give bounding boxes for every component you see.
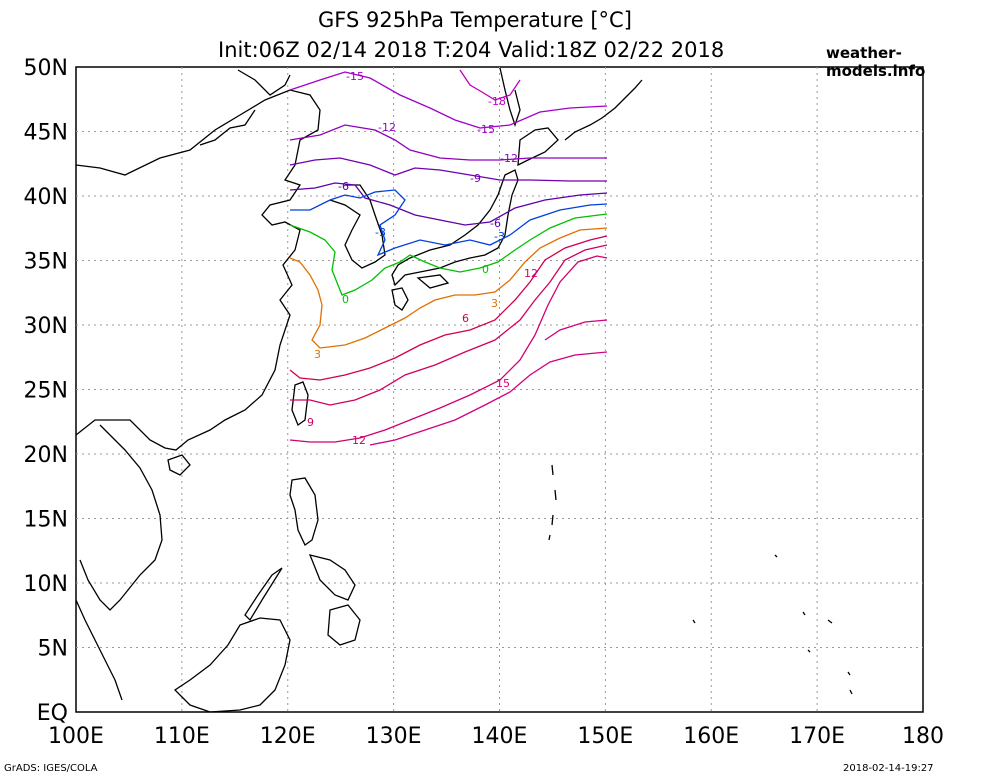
x-tick-label: 180 — [902, 724, 944, 749]
coastline-shikoku — [416, 274, 450, 289]
y-tick-label: 40N — [24, 185, 68, 210]
contour-minus18 — [459, 69, 521, 101]
x-tick-label: 160E — [683, 724, 739, 749]
x-tick-label: 140E — [472, 724, 528, 749]
y-tick-label: 5N — [38, 637, 68, 662]
coastline-visayas — [308, 554, 356, 601]
y-tick-label: 15N — [24, 508, 68, 533]
contour-label-plus9: 9 — [307, 416, 314, 429]
contour-label-minus15: -15 — [346, 70, 364, 83]
x-tick-label: 110E — [154, 724, 210, 749]
contour-minus9 — [289, 157, 607, 182]
y-tick-label: 20N — [24, 443, 68, 468]
contour-label-plus12b: 12 — [524, 267, 538, 280]
coastline-kurils — [564, 79, 643, 141]
contour-zero — [289, 213, 608, 296]
x-tick-label: 150E — [577, 724, 633, 749]
coastline-japan — [391, 169, 519, 287]
contour-label-plus3b: 3 — [491, 297, 498, 310]
y-tick-label: 45N — [24, 121, 68, 146]
contour-label-minus3b: -3 — [494, 230, 505, 243]
y-tick-label: 50N — [24, 56, 68, 81]
contour-label-minus12: -12 — [378, 121, 396, 134]
coastline-manchuria — [199, 69, 291, 146]
contour-label-plus12: 12 — [352, 434, 366, 447]
coastline-pacific-atolls — [692, 554, 853, 695]
contour-label-minus6b: -6 — [490, 217, 501, 230]
contour-plus3 — [289, 227, 608, 349]
contour-plus15 — [369, 319, 608, 446]
x-tick-label: 130E — [366, 724, 422, 749]
x-tick-label: 170E — [789, 724, 845, 749]
contour-label-minus3: -3 — [375, 226, 386, 239]
x-axis-labels: 100E 110E 120E 130E 140E 150E 160E 170E 180 — [48, 724, 944, 749]
contour-minus6 — [289, 182, 608, 226]
coastline-china — [75, 89, 321, 451]
coastline-kyushu — [391, 287, 409, 311]
coastline-borneo — [173, 617, 291, 713]
contour-label-zero: 0 — [342, 293, 349, 306]
chart-subtitle: Init:06Z 02/14 2018 T:204 Valid:18Z 02/2… — [218, 38, 725, 62]
y-tick-label: EQ — [37, 701, 68, 726]
contour-minus12 — [289, 124, 607, 161]
contour-minus15 — [289, 71, 608, 129]
contour-minus3 — [290, 189, 608, 257]
contour-label-plus15: 15 — [496, 377, 510, 390]
contour-plus9 — [290, 244, 608, 406]
contour-label-minus15b: -15 — [477, 123, 495, 136]
y-tick-label: 35N — [24, 250, 68, 275]
y-axis-labels: EQ 5N 10N 15N 20N 25N 30N 35N 40N 45N 50N — [24, 56, 68, 726]
contour-label-minus9: -9 — [470, 172, 481, 185]
contour-plus12 — [289, 255, 608, 443]
temperature-contours — [289, 69, 608, 446]
x-tick-label: 120E — [260, 724, 316, 749]
y-tick-label: 25N — [24, 379, 68, 404]
contour-label-minus12b: -12 — [500, 152, 518, 165]
coastline-mindanao — [327, 604, 361, 646]
contour-label-minus6: -6 — [338, 180, 349, 193]
footer-credit: GrADS: IGES/COLA — [4, 763, 98, 774]
x-tick-label: 100E — [48, 724, 104, 749]
contour-label-plus3: 3 — [314, 348, 321, 361]
coastline-mariana-islands — [548, 464, 557, 541]
coastline-hainan — [167, 454, 191, 476]
coastline-sakhalin — [499, 67, 521, 128]
chart-title: GFS 925hPa Temperature [°C] — [318, 8, 632, 32]
contour-label-minus18: -18 — [488, 95, 506, 108]
coastline-palawan — [244, 567, 283, 622]
contour-plus6 — [289, 235, 608, 381]
footer-timestamp: 2018-02-14-19:27 — [843, 763, 934, 774]
contour-label-plus6: 6 — [462, 312, 469, 325]
contour-label-group: -18 -15 -15 -12 -12 -9 -6 -6 -3 -3 0 0 3… — [307, 70, 538, 447]
contour-label-zerob: 0 — [482, 263, 489, 276]
coastline-korea — [329, 184, 386, 269]
coastline-taiwan — [291, 381, 309, 427]
coastline-luzon — [289, 477, 319, 546]
coastlines — [75, 67, 853, 713]
y-tick-label: 30N — [24, 314, 68, 339]
y-tick-label: 10N — [24, 572, 68, 597]
coastline-indochina — [75, 424, 163, 701]
coastline-hokkaido — [517, 127, 559, 167]
